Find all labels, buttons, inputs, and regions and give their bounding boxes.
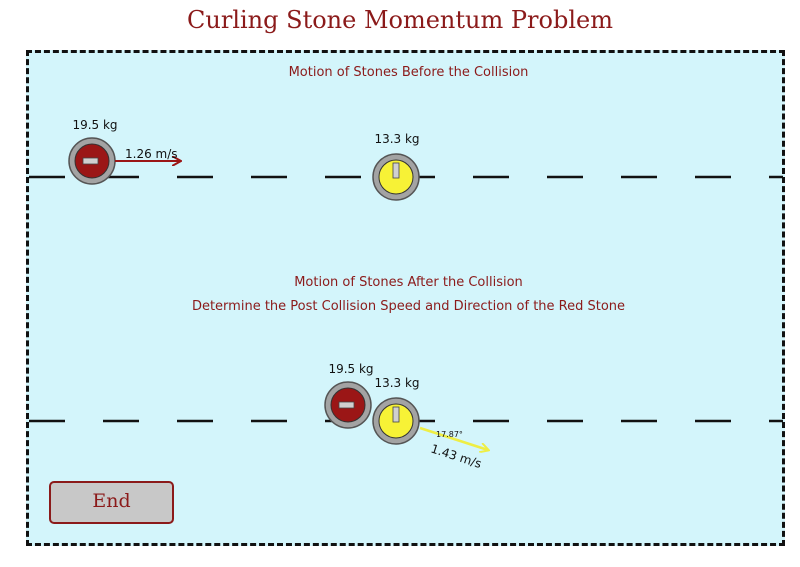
red-stone-after-mass: 19.5 kg <box>328 362 373 376</box>
page-title: Curling Stone Momentum Problem <box>187 6 613 34</box>
red-stone-before-mass: 19.5 kg <box>72 118 117 132</box>
simulation-panel: Motion of Stones Before the Collision Mo… <box>26 50 785 546</box>
red-stone-before-velocity: 1.26 m/s <box>125 147 178 161</box>
yellow-stone-before <box>372 153 420 201</box>
post-collision-instruction: Determine the Post Collision Speed and D… <box>191 299 626 314</box>
before-collision-heading: Motion of Stones Before the Collision <box>288 65 529 80</box>
end-button[interactable]: End <box>49 481 174 524</box>
red-stone-before <box>68 137 116 185</box>
yellow-stone-after <box>372 397 420 445</box>
red-stone-after <box>324 381 372 429</box>
yellow-stone-after-mass: 13.3 kg <box>374 376 419 390</box>
yellow-stone-after-velocity-arrow <box>419 426 488 450</box>
yellow-stone-before-mass: 13.3 kg <box>374 132 419 146</box>
after-collision-heading: Motion of Stones After the Collision <box>294 275 523 290</box>
yellow-stone-after-angle: 17.87° <box>436 430 463 439</box>
